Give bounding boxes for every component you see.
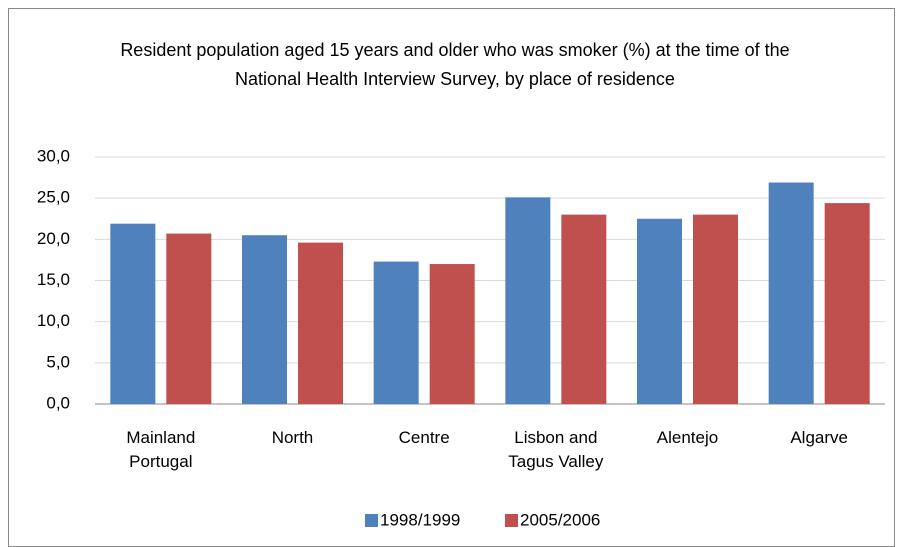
- legend-label: 2005/2006: [520, 510, 600, 529]
- y-tick-label: 10,0: [37, 311, 70, 330]
- bar: [429, 264, 475, 404]
- y-tick-label: 25,0: [37, 188, 70, 207]
- legend-label: 1998/1999: [380, 510, 460, 529]
- bar: [298, 242, 343, 404]
- bar: [373, 261, 419, 404]
- bar: [242, 235, 287, 404]
- x-tick-label: Alentejo: [656, 428, 719, 447]
- y-tick-label: 20,0: [37, 229, 70, 248]
- bar: [166, 233, 212, 404]
- x-tick-label: Algarve: [790, 428, 848, 447]
- x-tick-label: Mainland Portugal: [126, 428, 196, 471]
- bar: [561, 214, 607, 404]
- bar: [824, 203, 870, 404]
- x-tick-label: Lisbon and Tagus Valley: [508, 428, 604, 471]
- y-tick-label: 15,0: [37, 270, 70, 289]
- bar: [505, 197, 551, 404]
- chart-title: Resident population aged 15 years and ol…: [120, 40, 790, 89]
- bar: [693, 214, 738, 404]
- x-tick-label: North: [271, 428, 314, 447]
- legend-swatch: [505, 514, 518, 527]
- y-tick-label: 5,0: [46, 352, 70, 371]
- y-tick-label: 0,0: [46, 393, 70, 412]
- bar: [637, 218, 682, 404]
- bar: [768, 182, 814, 404]
- legend-swatch: [365, 514, 378, 527]
- x-tick-label: Centre: [398, 428, 450, 447]
- y-tick-label: 30,0: [37, 146, 70, 165]
- bar: [110, 223, 156, 404]
